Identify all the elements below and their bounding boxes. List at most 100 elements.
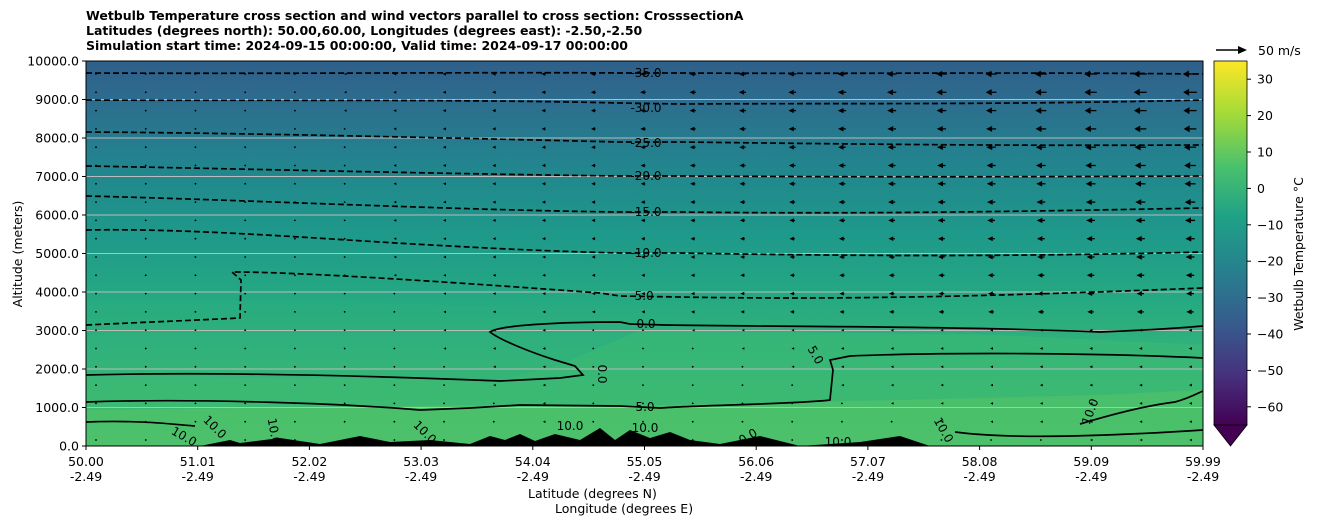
wind-vector [492,310,496,314]
wind-vector [144,182,147,185]
wind-vector [691,384,694,386]
wind-vector [393,347,396,350]
x-axis-label-lon: Longitude (degrees E) [555,501,694,516]
wind-vector [393,90,397,94]
chart-title: Wetbulb Temperature cross section and wi… [86,8,743,53]
wind-vector [144,109,147,112]
wind-vector [393,365,396,368]
wind-vector [1086,254,1093,260]
wind-vector [144,256,147,258]
wind-vector [689,108,695,113]
wind-vector [1135,217,1142,224]
wind-vector [590,108,596,113]
wind-vector [443,200,446,204]
wind-vector [294,274,296,277]
wind-vector [393,311,396,313]
wind-vector [95,420,97,423]
wind-vector [741,402,744,405]
wind-vector [791,328,795,332]
wind-vector [1085,162,1092,169]
wind-vector [1085,180,1092,187]
wind-vector [1183,125,1190,133]
wind-vector [542,402,546,405]
wind-vector [294,164,296,167]
wind-vector [244,127,247,130]
wind-vector [740,291,745,296]
wind-vector [641,291,645,296]
wind-vector [1184,162,1191,169]
x-tick-label-lat: 53.03 [403,454,439,469]
wind-vector [492,145,496,149]
wind-vector [837,89,844,96]
wind-vector [443,237,446,241]
wind-vector [1035,125,1042,133]
wind-vector [837,126,844,132]
wind-vector [838,163,844,168]
wind-vector [739,126,745,132]
wind-vector [393,182,397,186]
wind-vector [986,162,993,169]
wind-vector [1138,328,1143,332]
wind-vector [592,365,595,368]
wind-vector [443,328,447,332]
wind-vector [839,309,844,314]
wind-vector [1037,291,1043,296]
wind-vector [1135,235,1142,242]
wind-vector [244,292,247,295]
y-tick-label: 2000.0 [35,362,79,377]
wind-vector [692,328,695,332]
wind-vector [492,72,496,76]
wind-vector [789,236,794,241]
wind-vector [1189,420,1192,424]
wind-vector [591,163,596,168]
wind-vector [244,365,247,368]
wind-vector [640,126,645,131]
wind-vector [542,310,546,314]
y-tick-label: 7000.0 [35,169,79,184]
wind-vector [740,236,745,241]
wind-vector [1037,254,1043,260]
contour-label-solid: 10.0 [632,421,659,435]
wind-vector [442,127,446,131]
wind-vector [294,73,296,75]
wind-vector [940,365,944,369]
wind-vector [690,273,695,278]
wind-vector [393,439,396,441]
x-tick-label-lat: 52.02 [292,454,328,469]
wind-vector [1085,144,1092,151]
wind-vector [690,218,695,223]
wind-vector [940,402,944,405]
wind-vector [393,255,397,259]
wind-vector [886,89,893,96]
contour-lines [86,71,1203,438]
wind-vector [1139,383,1143,387]
wind-vector [294,182,296,185]
wind-vector [492,237,496,241]
wind-vector [887,126,894,132]
wind-vector [591,145,596,150]
wind-vector [887,107,894,114]
wind-vector [937,236,944,242]
wind-vector [194,311,197,313]
wind-vector [492,218,496,222]
wind-vector [1037,309,1043,315]
wind-vector [1039,347,1043,350]
wind-vector [839,254,844,260]
wind-vector [741,439,744,441]
wind-vector [442,164,446,167]
wind-vector [987,236,993,242]
wind-vector [1035,107,1042,114]
wind-vector [294,146,296,149]
wind-vector [689,71,695,77]
contour-zero [86,321,1203,382]
wind-vector [294,402,296,405]
wind-vector [1086,272,1093,278]
wind-vector [393,109,397,112]
wind-vector [640,200,645,204]
wind-vector [294,127,296,130]
wind-vector [1039,328,1043,332]
wind-vector [739,181,745,186]
contour-label-dashed: -10.0 [630,246,661,260]
wind-vector [1186,309,1192,315]
wind-vector [986,125,993,132]
